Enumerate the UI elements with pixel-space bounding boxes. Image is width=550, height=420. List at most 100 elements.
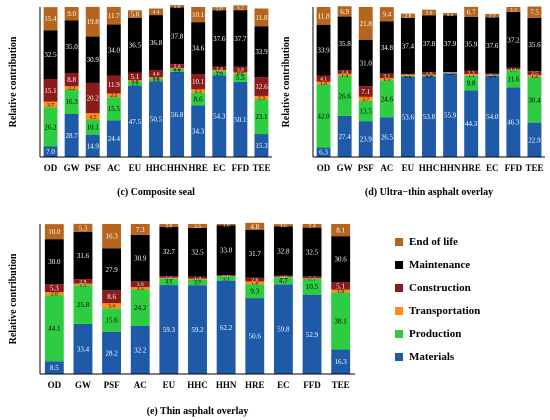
bar-segment-transportation [191,89,206,93]
bar-segment-maintenance [170,7,185,65]
data-label: 2.9 [131,82,138,88]
bar-segment-materials [331,349,351,374]
data-label: 0.1 [447,70,454,76]
data-label: 30.4 [528,96,541,104]
data-label: 6.7 [467,8,476,16]
bar-segment-production [485,75,500,76]
bar-segment-maintenance [64,20,79,73]
data-label: 34.0 [108,47,121,55]
legend-swatch [395,330,403,338]
bar-segment-end-of-life [233,5,248,11]
x-tick-label: FFD [232,163,250,173]
legend-item-production: Production [395,328,461,340]
data-label: 2.0 [216,7,223,13]
data-label: 2.5 [531,71,538,77]
bar-segment-production [527,77,542,123]
data-label: 4.6 [153,72,160,78]
bar-segment-end-of-life [331,224,351,237]
data-label: 3.7 [194,280,201,286]
bar-segment-end-of-life [485,13,500,18]
bar-segment-production [188,279,207,286]
data-label: 0.1 [223,274,230,280]
data-label: 3.1 [223,276,230,282]
bar-segment-production [73,285,93,324]
bar-segment-materials [216,280,236,374]
bar-segment-maintenance [379,21,394,74]
data-label: 10.0 [48,228,61,236]
data-label: 1.8 [251,281,258,287]
data-label: 30.9 [87,56,100,64]
x-tick-label: AC [380,163,393,173]
bar-segment-construction [379,73,394,79]
data-label: 11.7 [108,12,120,20]
x-tick-label: FFD [505,163,523,173]
bar-segment-materials [379,117,394,157]
bar-segment-production [191,92,206,106]
x-tick-label: AC [134,380,147,390]
bar-segment-maintenance [188,227,207,277]
data-label: 53.8 [423,113,436,121]
data-label: 15.3 [255,142,268,150]
bar-segment-maintenance [358,39,373,87]
bar-segment-maintenance [73,231,93,280]
data-label: 3.4 [108,304,115,310]
data-label: 0.5 [404,74,411,80]
bar-segment-materials [127,85,142,157]
data-label: 59.2 [191,326,204,334]
bar-segment-construction [102,290,122,304]
bar-segment-production [64,89,79,114]
data-label: 52.9 [306,331,319,339]
data-label: 2.6 [194,224,201,230]
data-label: 19.8 [87,18,100,26]
bar-segment-end-of-life [400,13,415,18]
data-label: 12.6 [255,83,268,91]
data-label: 37.8 [423,40,436,48]
data-label: 36.8 [150,39,163,47]
data-label: 2.4 [309,224,316,230]
bar-segment-construction [216,275,236,276]
data-label: 11.6 [507,75,519,83]
bar-segment-production [130,289,150,326]
bar-segment-production [245,284,265,299]
x-tick-label: EU [163,380,176,390]
bar-segment-production [170,68,185,72]
bar-segment-materials [464,90,479,157]
bar-segment-maintenance [44,239,64,285]
bar-segment-transportation [331,289,351,293]
bar-segment-construction [358,86,373,97]
bar-segment-end-of-life [337,6,352,17]
bar-segment-construction [127,72,142,81]
panel-title: (d) Ultra−thin asphalt overlay [365,187,493,198]
data-label: 31.0 [360,59,373,67]
bar-segment-end-of-life [358,7,373,40]
data-label: 2.9 [216,71,223,77]
bar-segment-materials [273,284,293,374]
bar-segment-end-of-life [43,7,58,31]
data-label: 0.8 [153,76,160,82]
data-label: 15.6 [105,316,118,324]
bar-segment-production [464,75,479,91]
data-label: 1.5 [137,286,144,292]
bar-segment-transportation [302,278,322,279]
bar-segment-construction [245,277,265,282]
data-label: 32.7 [163,248,176,256]
bar-segment-production [43,107,58,147]
data-label: 4.1 [320,77,327,83]
bar-segment-end-of-life [106,7,121,25]
data-label: 16.3 [66,98,79,106]
bar-segment-transportation [379,78,394,81]
x-tick-label: PSF [85,163,102,173]
bar-segment-materials [254,134,269,157]
data-label: 10.1 [192,78,205,86]
bar-segment-end-of-life [316,7,331,25]
data-label: 2.4 [341,70,348,76]
data-label: 26.5 [381,134,394,142]
data-label: 11.8 [318,12,330,20]
bar-segment-materials [337,115,352,157]
legend-label: Construction [409,282,471,294]
data-label: 13.5 [360,107,373,115]
legend-label: Maintenance [409,259,471,271]
data-label: 10.1 [192,11,205,19]
data-label: 21.8 [360,20,373,28]
data-label: 35.8 [339,40,352,48]
